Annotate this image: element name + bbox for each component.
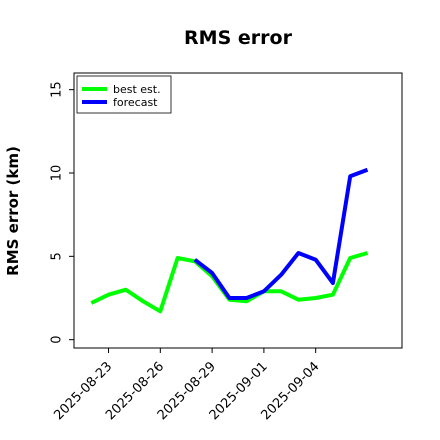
axes-layer: 0510152025-08-232025-08-262025-08-292025… — [50, 72, 403, 423]
chart-title: RMS error — [184, 27, 293, 49]
series-line-0 — [90, 251, 369, 314]
legend: best est.forecast — [76, 75, 172, 114]
plot-frame — [73, 72, 403, 349]
y-axis-label: RMS error (km) — [4, 146, 22, 276]
y-tick-label-3: 15 — [50, 81, 65, 98]
legend-label-0: best est. — [113, 83, 161, 96]
legend-box — [76, 75, 172, 114]
y-tick-label-1: 5 — [50, 252, 65, 260]
legend-label-1: forecast — [113, 96, 158, 109]
series-layer — [90, 167, 369, 314]
y-tick-label-2: 10 — [50, 165, 65, 182]
series-line-1 — [193, 167, 369, 300]
y-tick-label-0: 0 — [50, 336, 65, 344]
